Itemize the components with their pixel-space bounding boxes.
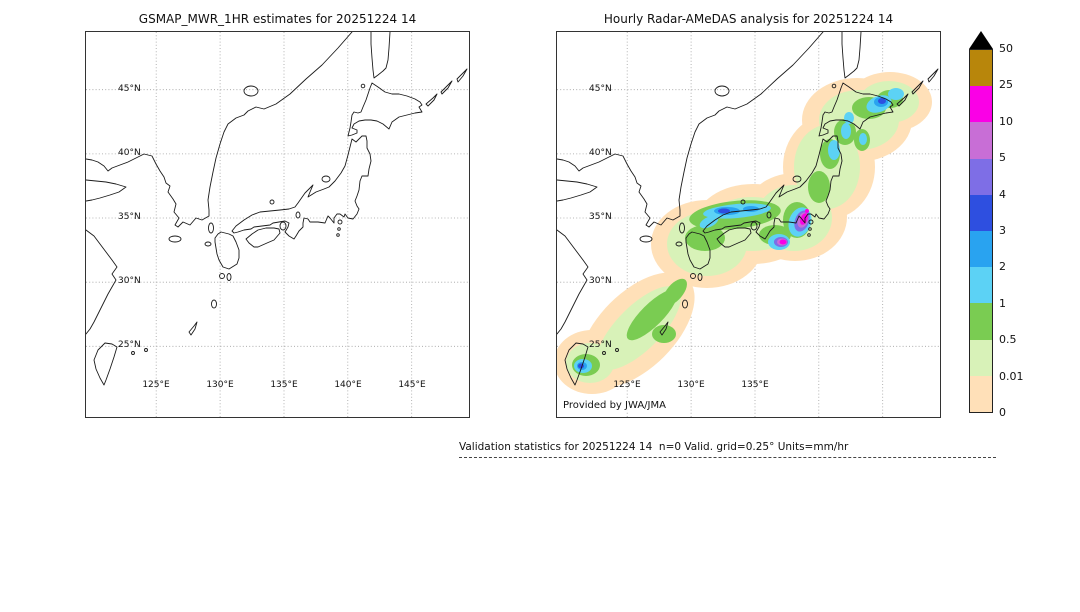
- colorbar-cell: [970, 122, 992, 159]
- left-panel-title: GSMAP_MWR_1HR estimates for 20251224 14: [138, 12, 417, 26]
- validation-stats-text: Validation statistics for 20251224 14 n=…: [459, 441, 849, 453]
- colorbar-tick-label: 0: [999, 406, 1006, 419]
- lat-label: 30°N: [118, 276, 141, 286]
- lat-label: 30°N: [589, 276, 612, 286]
- colorbar-cells: [969, 49, 993, 413]
- colorbar-cell: [970, 339, 992, 376]
- lat-label: 35°N: [118, 212, 141, 222]
- colorbar-tick-label: 5: [999, 151, 1006, 164]
- divider-dashed-line: [459, 457, 996, 458]
- colorbar-tick-label: 25: [999, 78, 1013, 91]
- colorbar-cell: [970, 194, 992, 232]
- lon-label: 145°E: [398, 380, 426, 390]
- colorbar-over-arrow: [969, 31, 993, 49]
- colorbar-cell: [970, 158, 992, 195]
- colorbar-cell: [970, 231, 992, 268]
- lon-label: 135°E: [741, 380, 769, 390]
- lat-label: 40°N: [118, 148, 141, 158]
- lat-label: 40°N: [589, 148, 612, 158]
- lon-label: 140°E: [334, 380, 362, 390]
- gsmap-map: [86, 32, 469, 417]
- colorbar-tick-label: 4: [999, 188, 1006, 201]
- colorbar-cell: [970, 50, 992, 87]
- colorbar-cell: [970, 303, 992, 340]
- lon-label: 135°E: [270, 380, 298, 390]
- colorbar: [969, 31, 993, 413]
- lon-label: 130°E: [677, 380, 705, 390]
- lat-label: 25°N: [589, 340, 612, 350]
- colorbar-tick-label: 0.01: [999, 370, 1024, 383]
- lat-label: 45°N: [589, 84, 612, 94]
- lat-label: 35°N: [589, 212, 612, 222]
- precip-level-001: [566, 81, 919, 383]
- colorbar-tick-label: 50: [999, 42, 1013, 55]
- right-panel-title: Hourly Radar-AMeDAS analysis for 2025122…: [603, 12, 894, 26]
- colorbar-cell: [970, 86, 992, 123]
- lon-label: 125°E: [613, 380, 641, 390]
- colorbar-tick-label: 2: [999, 260, 1006, 273]
- credit-label: Provided by JWA/JMA: [561, 400, 668, 411]
- colorbar-tick-label: 0.5: [999, 333, 1017, 346]
- gsmap-panel: 45°N 40°N 35°N 30°N 25°N 125°E 130°E 135…: [85, 31, 470, 418]
- colorbar-cell: [970, 375, 992, 413]
- lon-label: 130°E: [206, 380, 234, 390]
- lon-label: 125°E: [142, 380, 170, 390]
- lat-label: 45°N: [118, 84, 141, 94]
- colorbar-tick-label: 3: [999, 224, 1006, 237]
- lat-label: 25°N: [118, 340, 141, 350]
- colorbar-tick-label: 1: [999, 297, 1006, 310]
- colorbar-tick-label: 10: [999, 115, 1013, 128]
- radar-map: [557, 32, 940, 417]
- colorbar-cell: [970, 267, 992, 304]
- radar-panel: 45°N 40°N 35°N 30°N 25°N 125°E 130°E 135…: [556, 31, 941, 418]
